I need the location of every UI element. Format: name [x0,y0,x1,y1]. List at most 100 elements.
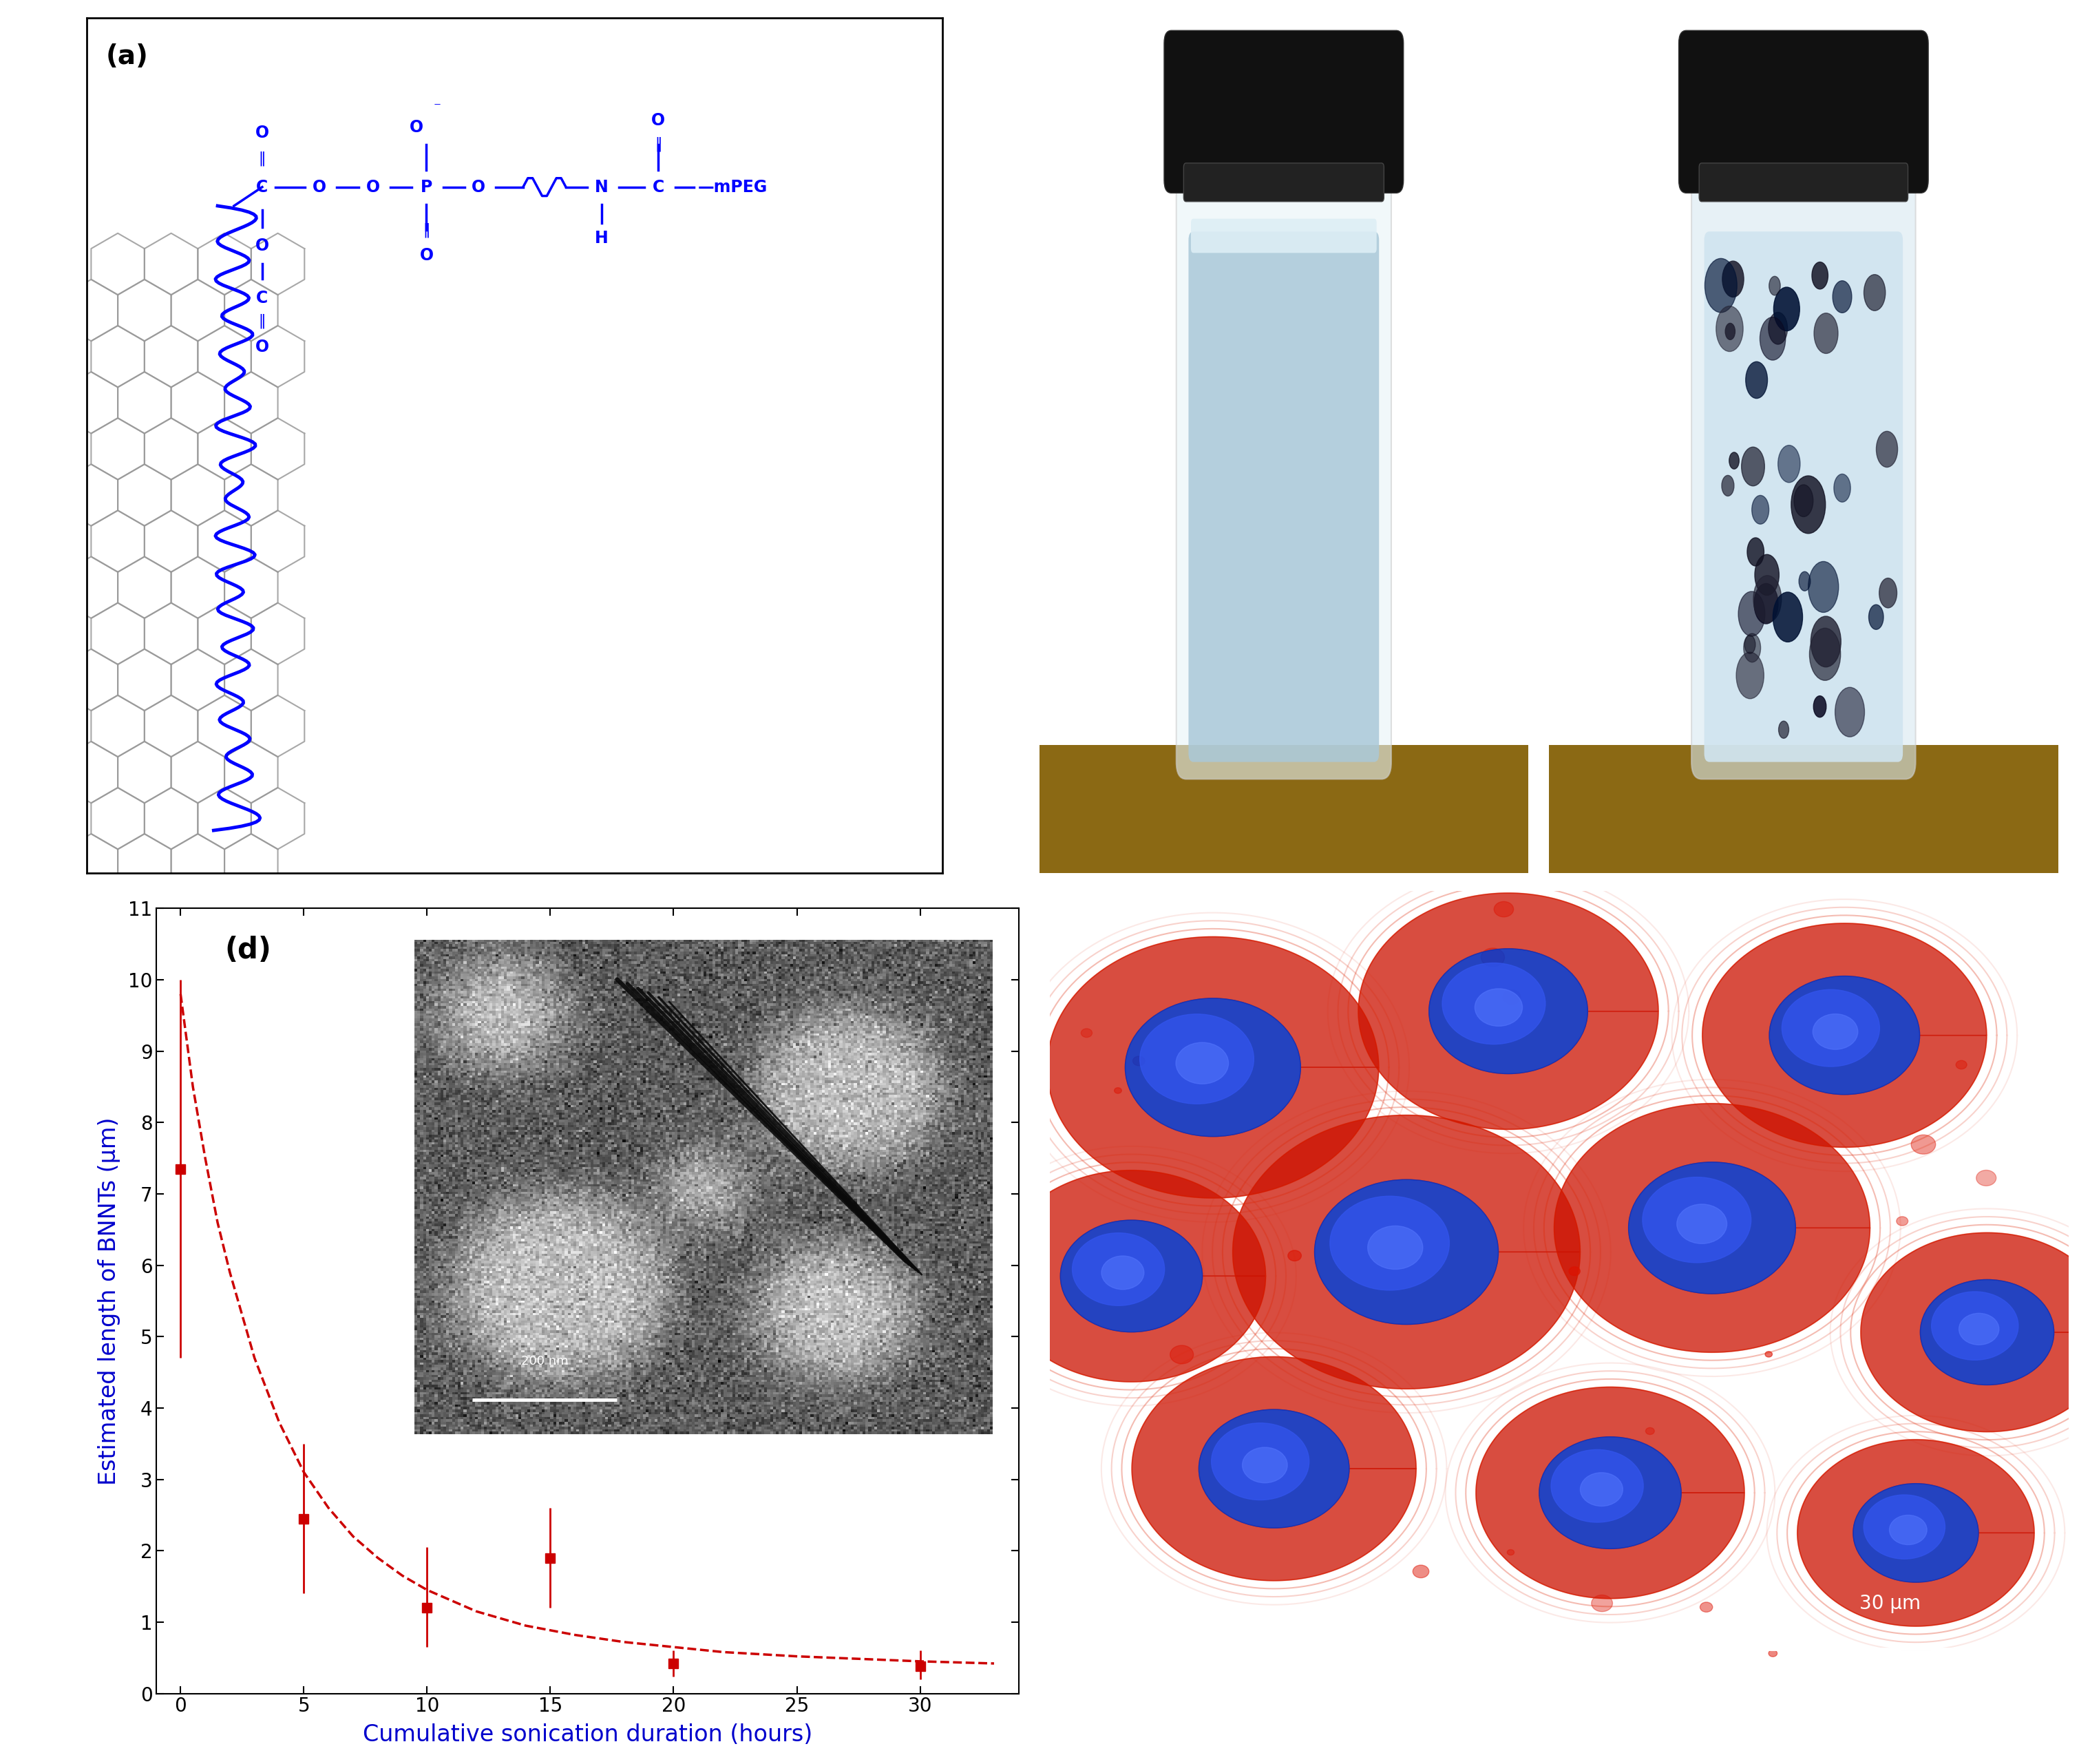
Circle shape [1746,538,1763,566]
Circle shape [1782,990,1879,1067]
Circle shape [1212,1424,1310,1499]
Circle shape [1896,1217,1909,1226]
Circle shape [1792,476,1825,533]
Text: C: C [653,178,663,196]
Y-axis label: Estimated length of BNNTs (μm): Estimated length of BNNTs (μm) [98,1117,121,1485]
Circle shape [1647,1427,1655,1434]
Circle shape [1474,988,1522,1027]
Circle shape [1798,572,1811,591]
Circle shape [1911,1134,1936,1154]
Text: O: O [651,113,665,129]
Text: ‖: ‖ [258,314,266,328]
Circle shape [1701,1602,1713,1612]
Circle shape [1414,1565,1428,1577]
Circle shape [1642,1177,1751,1263]
Circle shape [1170,1346,1193,1364]
Polygon shape [1358,893,1659,1129]
Circle shape [1755,554,1780,594]
Circle shape [1495,901,1514,917]
FancyBboxPatch shape [1678,30,1929,192]
Circle shape [1869,605,1884,630]
Polygon shape [1048,937,1378,1198]
Text: H: H [595,229,609,247]
Circle shape [1778,721,1788,739]
FancyBboxPatch shape [1705,231,1902,762]
Text: N: N [595,178,609,196]
Circle shape [1773,288,1800,332]
Text: O: O [410,118,424,136]
Circle shape [1815,312,1838,353]
Text: P: P [420,178,432,196]
Circle shape [1200,1409,1349,1528]
Circle shape [1809,628,1840,681]
Text: ‖: ‖ [655,138,661,152]
Circle shape [1368,1226,1422,1270]
Circle shape [1705,259,1736,312]
Text: 30 μm: 30 μm [1859,1595,1921,1612]
Circle shape [1480,947,1505,967]
Polygon shape [1233,1115,1580,1388]
Circle shape [1977,1170,1996,1185]
Circle shape [1769,1649,1778,1656]
Circle shape [1721,475,1734,496]
Text: (d): (d) [225,935,272,965]
Text: ‖: ‖ [422,222,430,236]
Circle shape [1721,261,1744,296]
Circle shape [1730,452,1740,469]
Circle shape [1813,695,1825,718]
FancyBboxPatch shape [1164,30,1403,192]
Circle shape [1834,280,1852,312]
Circle shape [1060,1221,1202,1332]
Circle shape [1809,561,1838,612]
Circle shape [1769,975,1919,1094]
FancyBboxPatch shape [1177,146,1391,780]
Circle shape [1114,1088,1121,1094]
Text: O: O [256,238,268,254]
Circle shape [1133,1057,1146,1065]
Circle shape [1428,949,1588,1074]
Text: O: O [420,247,432,265]
Polygon shape [1703,923,1988,1147]
Circle shape [1139,1014,1254,1104]
FancyBboxPatch shape [1191,219,1376,252]
Circle shape [1590,1595,1613,1612]
Circle shape [1811,616,1842,667]
Circle shape [1813,1014,1859,1050]
Text: C: C [256,178,268,196]
Circle shape [1736,653,1763,699]
Circle shape [1956,1060,1967,1069]
Circle shape [1125,998,1301,1136]
X-axis label: Cumulative sonication duration (hours): Cumulative sonication duration (hours) [362,1723,813,1746]
Circle shape [1863,1494,1946,1559]
Circle shape [1753,496,1769,524]
Circle shape [1875,430,1898,467]
Circle shape [1890,1515,1927,1545]
Circle shape [1769,312,1788,344]
Text: ⁻: ⁻ [435,101,441,115]
Circle shape [1778,445,1800,483]
Circle shape [1761,318,1786,360]
Circle shape [1081,1028,1091,1037]
Circle shape [1507,1549,1514,1556]
Polygon shape [998,1170,1266,1381]
Circle shape [1726,323,1736,340]
Circle shape [1443,963,1545,1044]
Text: O: O [472,178,486,196]
Circle shape [1742,446,1765,485]
Circle shape [1744,635,1755,654]
Circle shape [1813,263,1827,289]
Text: O: O [256,339,268,355]
Circle shape [1931,1291,2019,1360]
Circle shape [1314,1180,1499,1325]
Circle shape [1243,1446,1287,1484]
Polygon shape [1476,1387,1744,1598]
Text: —mPEG: —mPEG [699,178,767,196]
Circle shape [1836,688,1865,737]
Circle shape [1177,1043,1229,1083]
Polygon shape [1555,1104,1869,1353]
Polygon shape [1798,1439,2033,1626]
Circle shape [1503,990,1520,1004]
Circle shape [1755,584,1778,624]
Circle shape [1765,1351,1771,1357]
FancyBboxPatch shape [1189,231,1378,762]
